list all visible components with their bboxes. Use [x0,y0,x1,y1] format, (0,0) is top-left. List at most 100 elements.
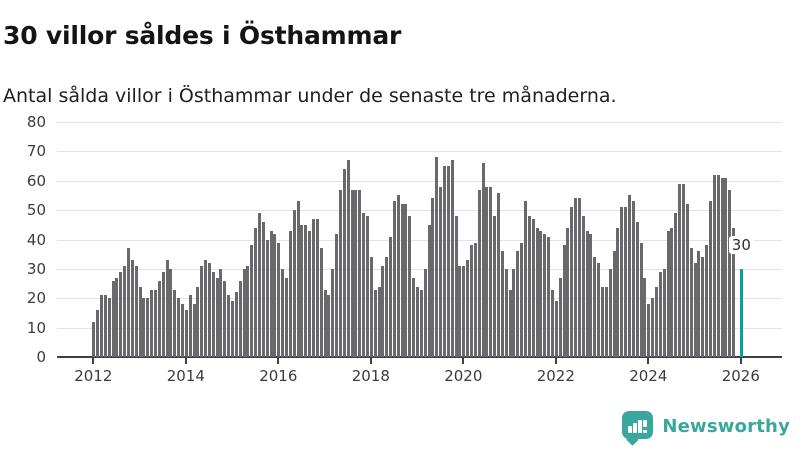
bar [466,260,470,358]
bar [635,221,639,358]
bar [261,221,265,358]
bar [300,224,304,358]
bar [319,248,323,358]
x-axis-label: 2016 [259,367,298,386]
bar [308,230,312,358]
bar [304,224,308,358]
x-axis-label: 2018 [351,367,390,386]
speech-bubble-shape [622,411,654,439]
bar [566,227,570,358]
x-axis-label: 2012 [74,367,113,386]
bar [470,245,473,358]
bar [655,286,658,358]
bar [674,213,678,358]
bar [381,266,385,358]
bar [96,310,100,358]
bar [215,277,219,358]
bar [427,224,431,358]
bar [358,189,362,358]
bar-chart-icon [633,423,637,433]
bar [258,213,262,358]
bar [246,266,250,358]
bar [670,227,674,358]
bar [701,257,705,358]
bar [508,289,512,358]
bar [562,245,566,358]
bar [608,268,612,358]
bar [242,268,246,358]
bar [392,201,396,358]
bar [708,201,712,358]
bar [720,177,724,358]
y-axis-label: 0 [36,348,46,367]
bar [446,166,450,358]
x-axis-tick [184,358,187,365]
newsworthy-logo[interactable]: Newsworthy [622,411,790,446]
bar [489,186,493,358]
bar [269,230,273,358]
bar [107,298,111,358]
bar [531,218,535,358]
bar [705,245,709,358]
bar [516,251,520,358]
bar [134,266,138,358]
newsworthy-brand-text: Newsworthy [662,416,790,437]
bar [169,268,173,358]
x-axis-label: 2022 [536,367,575,386]
bar [550,289,554,358]
bar [173,289,177,358]
gridline [57,327,782,329]
bar [423,268,427,358]
bar [589,233,593,358]
bar [254,227,258,358]
bar [454,216,458,358]
bar [126,248,130,358]
bar [231,301,235,358]
bar [439,186,443,358]
x-axis-line [57,356,782,358]
bar [477,189,481,358]
x-axis-tick [739,358,742,365]
bar [207,263,211,358]
bar [362,213,366,358]
bar [728,189,732,358]
bar [539,230,543,358]
bar [662,268,666,358]
bar [165,260,169,358]
bar [130,260,134,358]
gridline [57,121,782,123]
bar [570,207,574,358]
bar [485,186,489,358]
bar [678,183,682,358]
bar [342,168,346,358]
bar [331,268,335,358]
bar [184,310,188,358]
bar [612,251,616,358]
bar [338,189,342,358]
bar [558,277,562,358]
bar [153,289,157,358]
bar [504,268,508,358]
bar [123,266,127,358]
bar [435,157,439,358]
bar [647,304,651,358]
bar [481,163,485,358]
bar [238,280,242,358]
bar [138,286,142,358]
bar [416,286,420,358]
bar [404,204,408,358]
bar [219,268,223,358]
gridline [57,268,782,270]
bar [192,304,196,358]
x-axis-label: 2026 [721,367,760,386]
y-axis-label: 10 [26,318,46,337]
bar [111,280,115,358]
bar [712,174,716,358]
bar [593,257,597,358]
bar [103,295,107,358]
bar-chart-icon [628,426,632,433]
bar [157,280,161,358]
bar [281,268,285,358]
